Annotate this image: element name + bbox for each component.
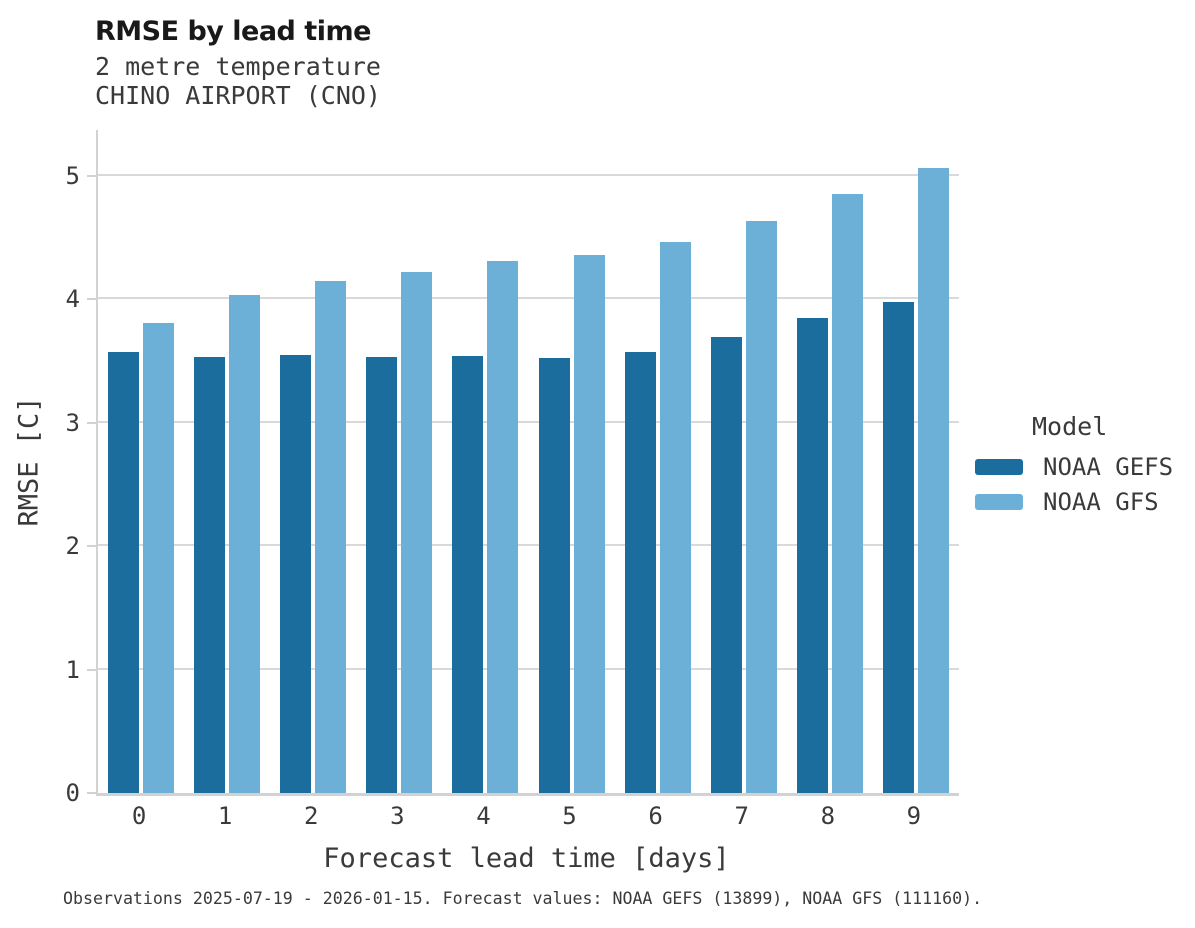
bar-noaa-gfs-lead-5: [573, 254, 605, 793]
y-tick-mark-5: [87, 174, 96, 177]
bar-noaa-gefs-lead-1: [194, 357, 226, 793]
x-axis-label: Forecast lead time [days]: [323, 843, 730, 874]
bar-group-lead-5: [528, 130, 614, 793]
bar-group-lead-7: [701, 130, 787, 793]
bar-group-lead-9: [873, 130, 959, 793]
x-tick-label-2: 2: [304, 802, 319, 830]
x-tick-label-7: 7: [734, 802, 749, 830]
x-tick-label-4: 4: [476, 802, 491, 830]
chart-subtitle-station: CHINO AIRPORT (CNO): [95, 81, 381, 110]
bar-noaa-gefs-lead-7: [710, 337, 742, 793]
bar-noaa-gefs-lead-4: [452, 355, 484, 793]
bar-group-lead-0: [98, 130, 184, 793]
bar-group-lead-6: [615, 130, 701, 793]
y-tick-mark-2: [87, 545, 96, 548]
legend-title: Model: [1032, 412, 1108, 441]
bar-noaa-gfs-lead-6: [659, 242, 691, 793]
legend-entry-noaa-gefs: NOAA GEFS: [975, 453, 1173, 481]
y-tick-mark-0: [87, 792, 96, 794]
gridline-y-1: [98, 667, 959, 670]
bar-noaa-gfs-lead-2: [315, 280, 347, 793]
x-tick-label-3: 3: [390, 802, 405, 830]
y-tick-label-0: 0: [65, 779, 80, 807]
bar-group-lead-2: [270, 130, 356, 793]
legend-label-noaa-gefs: NOAA GEFS: [1043, 453, 1174, 481]
bar-noaa-gefs-lead-8: [796, 317, 828, 793]
bar-noaa-gfs-lead-9: [917, 168, 949, 793]
bar-series-container: [98, 130, 959, 793]
bar-noaa-gefs-lead-9: [882, 301, 914, 793]
bar-noaa-gefs-lead-2: [280, 354, 312, 793]
gridline-y-3: [98, 420, 959, 423]
x-tick-label-8: 8: [820, 802, 836, 830]
footer-caption: Observations 2025-07-19 - 2026-01-15. Fo…: [63, 889, 983, 908]
bar-noaa-gefs-lead-0: [108, 352, 140, 793]
legend-entry-noaa-gfs: NOAA GFS: [975, 488, 1159, 516]
x-tick-label-9: 9: [906, 802, 922, 830]
bar-noaa-gfs-lead-7: [745, 221, 777, 793]
y-tick-mark-1: [87, 668, 96, 671]
x-tick-label-0: 0: [131, 802, 147, 830]
gridline-y-5: [98, 173, 959, 176]
plot-area: [96, 130, 959, 796]
y-tick-mark-4: [87, 298, 96, 301]
bar-noaa-gfs-lead-4: [487, 260, 519, 793]
y-tick-label-3: 3: [65, 408, 80, 437]
gridline-y-2: [98, 544, 959, 547]
bar-noaa-gefs-lead-3: [366, 357, 398, 793]
bar-noaa-gfs-lead-8: [831, 194, 863, 793]
chart-title: RMSE by lead time: [95, 16, 371, 47]
y-tick-label-1: 1: [65, 655, 80, 684]
bar-group-lead-3: [356, 130, 442, 793]
bar-noaa-gfs-lead-1: [229, 295, 261, 793]
bar-group-lead-4: [442, 130, 528, 793]
bar-noaa-gefs-lead-6: [624, 352, 656, 793]
bar-noaa-gfs-lead-0: [143, 322, 175, 793]
bar-noaa-gefs-lead-5: [538, 358, 570, 793]
bar-group-lead-1: [184, 130, 270, 793]
legend-swatch-noaa-gfs: [975, 494, 1023, 510]
x-axis-ticks: 0 1 2 3 4 5 6 7 8 9: [96, 802, 957, 830]
bar-noaa-gfs-lead-3: [401, 271, 433, 793]
x-tick-label-1: 1: [217, 802, 233, 830]
gridline-y-4: [98, 297, 959, 300]
legend-label-noaa-gfs: NOAA GFS: [1043, 488, 1159, 516]
x-tick-label-6: 6: [648, 802, 663, 830]
y-tick-label-2: 2: [65, 532, 80, 561]
x-tick-label-5: 5: [562, 802, 577, 830]
chart-subtitle-variable: 2 metre temperature: [95, 52, 381, 81]
y-tick-mark-3: [87, 421, 96, 424]
legend-swatch-noaa-gefs: [975, 459, 1023, 475]
y-tick-label-5: 5: [65, 161, 80, 190]
bar-group-lead-8: [787, 130, 873, 793]
y-tick-label-4: 4: [65, 285, 80, 314]
